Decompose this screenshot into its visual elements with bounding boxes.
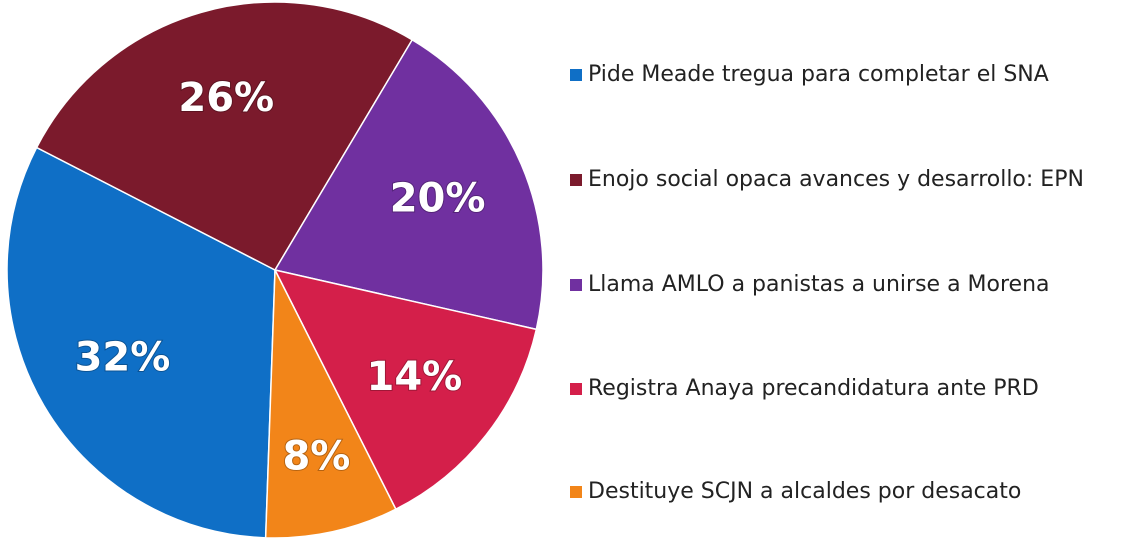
pie-slice <box>264 269 397 539</box>
legend-item: Destituye SCJN a alcaldes por desacato <box>570 477 1135 507</box>
slice-label: 26% <box>178 75 274 121</box>
legend-label: Destituye SCJN a alcaldes por desacato <box>588 479 1022 504</box>
pie-slice <box>273 38 544 331</box>
legend-swatch <box>570 279 582 291</box>
legend: Pide Meade tregua para completar el SNA E… <box>570 0 1135 540</box>
legend-swatch <box>570 174 582 186</box>
pie-slice <box>273 268 538 511</box>
slice-label: 20% <box>390 175 486 221</box>
slice-label: 8% <box>282 433 350 479</box>
pie-slice <box>35 1 414 271</box>
legend-swatch <box>570 69 582 81</box>
slice-label: 32% <box>75 335 171 381</box>
legend-label: Llama AMLO a panistas a unirse a Morena <box>588 272 1050 297</box>
legend-item: Llama AMLO a panistas a unirse a Morena <box>570 270 1135 300</box>
pie-slice <box>6 146 276 539</box>
slice-label: 14% <box>367 354 463 400</box>
legend-swatch <box>570 486 582 498</box>
legend-label: Registra Anaya precandidatura ante PRD <box>588 376 1039 401</box>
legend-item: Pide Meade tregua para completar el SNA <box>570 60 1135 90</box>
legend-item: Enojo social opaca avances y desarrollo:… <box>570 165 1135 195</box>
legend-label: Pide Meade tregua para completar el SNA <box>588 62 1049 87</box>
legend-label: Enojo social opaca avances y desarrollo:… <box>588 167 1084 192</box>
legend-swatch <box>570 383 582 395</box>
legend-item: Registra Anaya precandidatura ante PRD <box>570 374 1135 404</box>
pie-chart: 32% 26% 20% 14% 8% <box>6 1 544 539</box>
